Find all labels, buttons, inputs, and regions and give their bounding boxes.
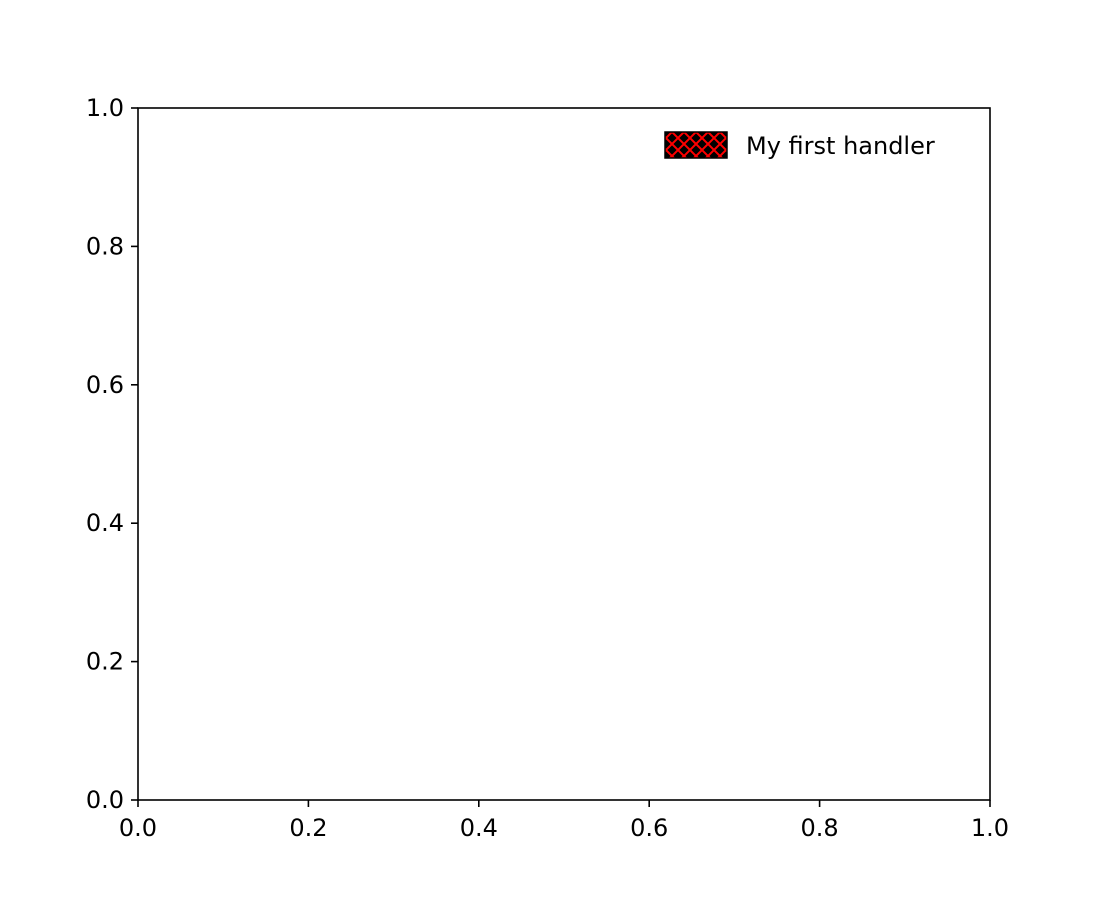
x-tick-label: 0.2 [289,814,327,842]
y-tick-label: 0.8 [86,232,124,260]
legend-patch [664,131,728,159]
x-tick-label: 1.0 [971,814,1009,842]
y-tick-label: 1.0 [86,94,124,122]
plot-area [137,107,991,801]
x-tick-label: 0.6 [630,814,668,842]
x-axis: 0.0 0.2 0.4 0.6 0.8 1.0 [119,800,1009,842]
y-tick-label: 0.0 [86,786,124,814]
x-tick-label: 0.8 [801,814,839,842]
y-tick-label: 0.2 [86,648,124,676]
y-axis: 0.0 0.2 0.4 0.6 0.8 1.0 [86,94,138,814]
y-tick-label: 0.6 [86,371,124,399]
legend: My first handler [664,131,935,160]
x-tick-label: 0.4 [460,814,498,842]
x-tick-label: 0.0 [119,814,157,842]
y-tick-label: 0.4 [86,509,124,537]
legend-label: My first handler [746,132,935,160]
